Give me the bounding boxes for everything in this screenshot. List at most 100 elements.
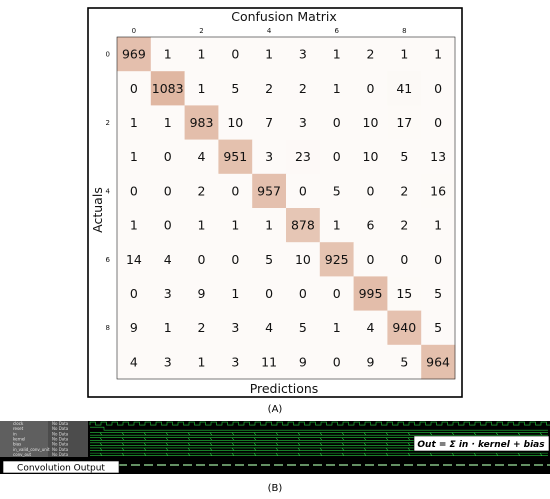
heatmap-border bbox=[116, 36, 456, 380]
signal-trace bbox=[90, 452, 548, 457]
cell-value-label: 2 bbox=[400, 218, 408, 233]
heatmap-cell bbox=[117, 139, 152, 175]
heatmap-cell bbox=[319, 37, 354, 72]
cell-value-label: 2 bbox=[367, 47, 375, 62]
heatmap-cell bbox=[353, 208, 388, 243]
heatmap-cell bbox=[421, 37, 456, 72]
cell-value-label: 1 bbox=[400, 47, 408, 62]
cell-value-label: 1 bbox=[333, 81, 341, 96]
heatmap-cell bbox=[353, 71, 388, 106]
cell-value-label: 3 bbox=[299, 47, 307, 62]
heatmap-cell bbox=[421, 242, 456, 277]
x-tick-labels: 0 2 4 6 8 bbox=[132, 27, 407, 35]
heatmap-cell bbox=[286, 242, 321, 277]
cell-value-label: 0 bbox=[130, 183, 138, 198]
cell-value-label: 1 bbox=[130, 149, 138, 164]
heatmap-cell bbox=[252, 242, 287, 277]
cell-value-label: 940 bbox=[392, 320, 416, 335]
cell-value-label: 5 bbox=[231, 81, 239, 96]
heatmap-cell bbox=[252, 344, 287, 380]
heatmap-cell bbox=[387, 71, 422, 106]
heatmap-cell bbox=[387, 276, 422, 311]
heatmap-cell bbox=[252, 310, 287, 346]
cell-value-label: 1 bbox=[130, 218, 138, 233]
confusion-matrix-panel: Confusion Matrix Predictions Actuals 969… bbox=[87, 7, 463, 398]
heatmap-cell bbox=[150, 37, 185, 72]
heatmap-cell bbox=[184, 139, 219, 175]
formula-text: Out = Σ in · kernel + bias bbox=[417, 440, 545, 450]
cell-value-label: 1 bbox=[231, 218, 239, 233]
chart-title: Confusion Matrix bbox=[231, 9, 337, 24]
heatmap-cell bbox=[117, 71, 152, 106]
heatmap-cell bbox=[252, 173, 287, 209]
y-tick-label: 8 bbox=[106, 324, 110, 332]
cell-value-label: 5 bbox=[400, 354, 408, 369]
heatmap-cell bbox=[117, 105, 152, 140]
heatmap-cell bbox=[218, 105, 253, 140]
waveform-panel: clock No Data reset No Data in No Data kernel N… bbox=[0, 421, 550, 474]
heatmap-cell bbox=[218, 310, 253, 346]
heatmap-cell bbox=[184, 173, 219, 209]
heatmap-cell bbox=[319, 344, 354, 380]
heatmap-cell bbox=[218, 344, 253, 380]
cell-value-label: 1083 bbox=[152, 81, 184, 96]
x-tick-label: 0 bbox=[132, 27, 136, 35]
heatmap-cell bbox=[252, 105, 287, 140]
signal-trace bbox=[89, 421, 550, 426]
heatmap-cell bbox=[353, 37, 388, 72]
cell-value-label: 0 bbox=[231, 252, 239, 267]
cell-value-label: 5 bbox=[299, 320, 307, 335]
cell-value-label: 0 bbox=[333, 354, 341, 369]
cell-value-label: 951 bbox=[223, 149, 247, 164]
heatmap-cell bbox=[218, 242, 253, 277]
cell-value-label: 4 bbox=[198, 149, 206, 164]
heatmap-cell bbox=[353, 139, 388, 175]
cell-value-label: 16 bbox=[430, 183, 446, 198]
cell-value-label: 5 bbox=[333, 183, 341, 198]
heatmap-cell bbox=[319, 242, 354, 277]
cell-value-label: 3 bbox=[231, 354, 239, 369]
heatmap-cell bbox=[150, 173, 185, 209]
heatmap-cell bbox=[387, 139, 422, 175]
cell-value-label: 0 bbox=[198, 252, 206, 267]
signal-name-list: clock No Data reset No Data in No Data kernel N… bbox=[13, 421, 69, 457]
heatmap-cell bbox=[117, 208, 152, 243]
cell-value-label: 10 bbox=[363, 149, 379, 164]
cell-value-label: 0 bbox=[164, 183, 172, 198]
y-tick-label: 4 bbox=[106, 187, 111, 195]
heatmap-cell bbox=[421, 105, 456, 140]
cell-value-label: 1 bbox=[333, 218, 341, 233]
heatmap-cell bbox=[286, 276, 321, 311]
y-tick-label: 0 bbox=[106, 51, 110, 59]
heatmap-cell bbox=[218, 208, 253, 243]
heatmap-cell bbox=[387, 344, 422, 380]
signal-name: in_valid_conv_unit bbox=[13, 447, 50, 452]
x-axis-label: Predictions bbox=[250, 381, 319, 396]
cell-value-label: 0 bbox=[400, 252, 408, 267]
heatmap-cell bbox=[184, 105, 219, 140]
cell-value-label: 0 bbox=[434, 81, 442, 96]
cell-value-label: 0 bbox=[367, 252, 375, 267]
cell-value-label: 0 bbox=[231, 183, 239, 198]
heatmap-cell bbox=[387, 105, 422, 140]
signal-name: conv_out bbox=[13, 452, 32, 457]
heatmap-cell bbox=[319, 208, 354, 243]
heatmap-cell bbox=[319, 105, 354, 140]
cell-value-label: 4 bbox=[130, 354, 138, 369]
heatmap-cell bbox=[421, 276, 456, 311]
heatmap-cell bbox=[150, 344, 185, 380]
heatmap-cell bbox=[353, 173, 388, 209]
heatmap-cell bbox=[421, 344, 456, 380]
heatmap-cell bbox=[252, 276, 287, 311]
signal-value: No Data bbox=[52, 447, 69, 452]
cell-value-label: 4 bbox=[164, 252, 172, 267]
cell-value-label: 957 bbox=[257, 183, 281, 198]
cell-value-label: 1 bbox=[434, 218, 442, 233]
heatmap-cell bbox=[150, 208, 185, 243]
heatmap-cell bbox=[319, 173, 354, 209]
cell-value-label: 0 bbox=[333, 286, 341, 301]
heatmap-cell bbox=[150, 105, 185, 140]
heatmap-cell bbox=[117, 276, 152, 311]
heatmap-cell bbox=[150, 71, 185, 106]
y-tick-label: 2 bbox=[106, 119, 110, 127]
